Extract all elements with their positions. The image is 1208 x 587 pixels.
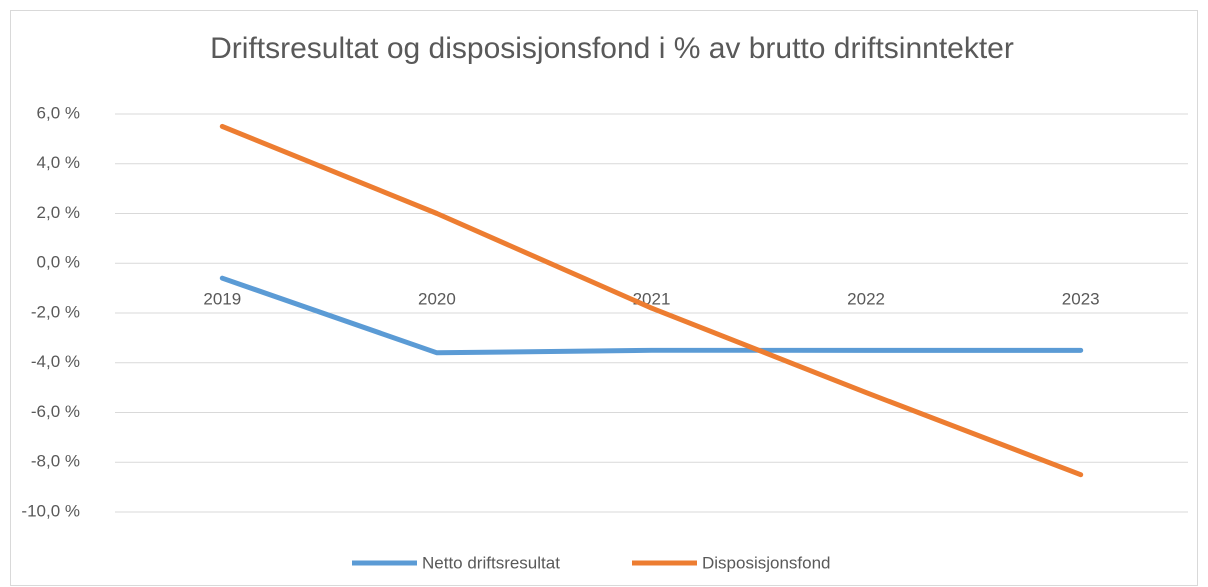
y-tick-label: 6,0 %	[37, 103, 80, 122]
y-tick-label: -6,0 %	[31, 402, 80, 421]
legend-label: Netto driftsresultat	[422, 553, 560, 572]
x-tick-label: 2019	[203, 290, 241, 309]
series-line	[219, 123, 1084, 478]
legend-label: Disposisjonsfond	[702, 553, 831, 572]
y-tick-label: 0,0 %	[37, 253, 80, 272]
x-tick-label: 2022	[847, 290, 885, 309]
x-tick-label: 2020	[418, 290, 456, 309]
y-tick-label: -2,0 %	[31, 302, 80, 321]
y-tick-label: -4,0 %	[31, 352, 80, 371]
y-tick-label: -10,0 %	[21, 501, 80, 520]
x-tick-label: 2023	[1062, 290, 1100, 309]
y-tick-label: 4,0 %	[37, 153, 80, 172]
chart-title: Driftsresultat og disposisjonsfond i % a…	[210, 32, 1014, 65]
y-tick-label: -8,0 %	[31, 452, 80, 471]
series-line	[219, 275, 1084, 356]
y-tick-label: 2,0 %	[37, 203, 80, 222]
chart-border	[10, 10, 1198, 586]
